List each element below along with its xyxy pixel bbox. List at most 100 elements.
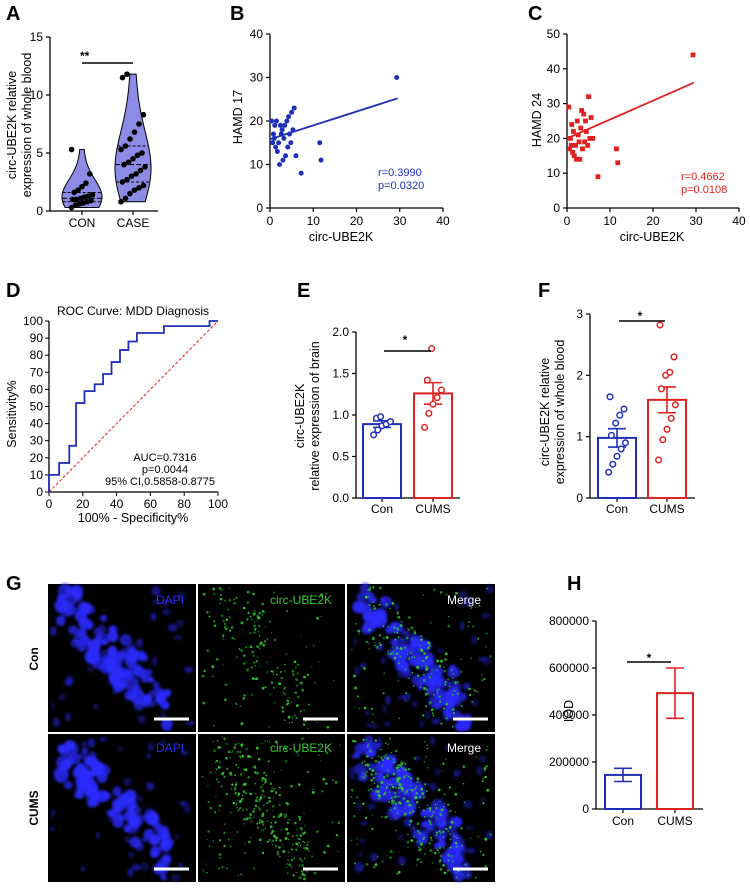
panel-f-point-cums	[657, 385, 665, 393]
green-puncta	[247, 611, 250, 615]
green-puncta	[252, 810, 255, 813]
green-puncta	[427, 641, 431, 645]
green-puncta	[259, 796, 263, 799]
green-puncta	[453, 835, 455, 837]
green-puncta	[271, 670, 274, 673]
panel-b-point	[286, 114, 292, 120]
green-puncta	[283, 687, 286, 690]
green-puncta	[325, 782, 328, 785]
green-puncta	[440, 722, 443, 725]
nucleus	[161, 853, 172, 862]
green-puncta	[284, 686, 287, 689]
nucleus	[462, 869, 473, 880]
green-puncta	[254, 766, 257, 770]
nucleus	[470, 634, 478, 645]
green-puncta	[270, 681, 274, 684]
green-puncta	[214, 811, 217, 814]
panel-a-xtick-case: CASE	[117, 216, 150, 230]
green-puncta	[394, 786, 397, 789]
green-puncta	[249, 615, 252, 618]
green-puncta	[350, 795, 353, 799]
green-puncta	[293, 821, 297, 825]
green-puncta	[291, 721, 293, 724]
green-puncta	[379, 643, 382, 647]
green-puncta	[262, 643, 266, 647]
panel-d-y-tick-label: 80	[30, 348, 44, 362]
green-puncta	[240, 722, 244, 726]
green-puncta	[427, 807, 429, 809]
green-puncta	[234, 791, 237, 795]
nucleus	[411, 674, 422, 686]
panel-c-point	[587, 136, 593, 141]
green-puncta	[278, 682, 282, 686]
green-puncta	[420, 638, 423, 641]
green-puncta	[221, 589, 224, 592]
green-puncta	[246, 661, 248, 663]
green-puncta	[220, 785, 223, 788]
panel-e-ylabel-line2: relative expression of brain	[308, 341, 322, 490]
nucleus	[358, 851, 363, 857]
green-puncta	[231, 783, 234, 786]
nucleus	[462, 862, 470, 869]
panel-a-chart: circ-UBE2K relative expression of whole …	[5, 49, 149, 230]
green-puncta	[476, 690, 479, 693]
panel-f-point-con	[607, 431, 615, 439]
panel-b-point	[317, 140, 323, 146]
green-puncta	[241, 798, 243, 800]
green-puncta	[464, 863, 467, 866]
nucleus	[167, 838, 173, 844]
green-puncta	[302, 832, 305, 835]
green-puncta	[438, 688, 440, 690]
green-puncta	[295, 684, 299, 687]
nucleus	[412, 700, 417, 708]
green-puncta	[331, 779, 335, 782]
nucleus	[107, 631, 119, 643]
nucleus	[127, 642, 137, 651]
nucleus	[128, 804, 142, 816]
green-puncta	[375, 759, 378, 763]
nucleus	[137, 795, 143, 803]
nucleus	[107, 813, 116, 822]
nucleus	[419, 719, 425, 729]
green-puncta	[268, 838, 271, 842]
nucleus	[458, 720, 469, 731]
green-puncta	[325, 751, 329, 755]
green-puncta	[362, 802, 365, 805]
green-puncta	[396, 777, 399, 780]
nucleus	[160, 875, 167, 881]
green-puncta	[371, 757, 374, 759]
green-puncta	[225, 767, 229, 770]
green-puncta	[434, 809, 437, 811]
panel-b-point	[270, 140, 276, 146]
green-puncta	[258, 821, 261, 824]
panel-d-y-tick-label: 50	[30, 400, 44, 414]
nucleus	[50, 701, 55, 710]
green-puncta	[295, 678, 298, 681]
green-puncta	[394, 818, 397, 820]
panel-b-point	[274, 148, 280, 154]
nucleus	[437, 648, 444, 654]
nucleus	[136, 654, 145, 660]
green-puncta	[261, 603, 264, 606]
green-puncta	[225, 742, 228, 746]
green-puncta	[253, 621, 256, 623]
green-puncta	[443, 793, 446, 796]
green-puncta	[286, 702, 289, 706]
panel-f-point-cums	[663, 425, 671, 433]
green-puncta	[418, 840, 421, 843]
panel-b-x-tick-label: 0	[267, 214, 274, 228]
green-puncta	[243, 663, 245, 665]
nucleus	[465, 848, 476, 854]
green-puncta	[374, 739, 377, 742]
nucleus	[397, 657, 408, 663]
green-puncta	[267, 760, 270, 763]
panel-e-point-con	[370, 431, 378, 439]
nucleus	[127, 868, 134, 877]
green-puncta	[334, 781, 338, 784]
micro-tile-content	[348, 735, 493, 882]
green-puncta	[239, 750, 242, 754]
green-puncta	[459, 670, 463, 673]
green-puncta	[450, 820, 454, 824]
green-puncta	[320, 593, 324, 597]
green-puncta	[240, 743, 244, 747]
